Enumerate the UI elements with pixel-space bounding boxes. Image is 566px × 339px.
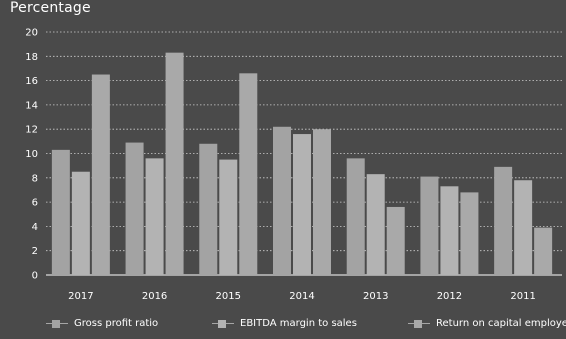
y-tick-label: 6 bbox=[32, 198, 38, 209]
bar-2016-series-1 bbox=[125, 142, 144, 275]
x-tick-label: 2017 bbox=[68, 291, 93, 302]
legend-label: EBITDA margin to sales bbox=[240, 318, 357, 329]
x-tick-label: 2015 bbox=[216, 291, 241, 302]
y-tick-label: 0 bbox=[32, 271, 38, 282]
bar-2011-series-1 bbox=[494, 166, 513, 275]
x-tick-label: 2012 bbox=[437, 291, 462, 302]
bar-2017-series-2 bbox=[71, 171, 90, 275]
legend-swatch-icon bbox=[46, 319, 68, 329]
legend: Gross profit ratio EBITDA margin to sale… bbox=[0, 318, 566, 338]
bar-2013-series-3 bbox=[386, 206, 405, 275]
legend-label: Gross profit ratio bbox=[74, 318, 159, 329]
bar-2015-series-3 bbox=[239, 73, 258, 275]
bar-2012-series-1 bbox=[420, 176, 439, 275]
bar-2015-series-1 bbox=[199, 143, 218, 275]
bar-2014-series-3 bbox=[313, 129, 331, 275]
y-tick-labels: 0 2 4 6 8 10 12 14 16 18 20 bbox=[25, 28, 38, 282]
legend-label: Return on capital employed bbox=[436, 318, 566, 329]
legend-item-gross-profit-ratio: Gross profit ratio bbox=[46, 318, 158, 329]
bar-2016-series-2 bbox=[145, 158, 164, 275]
bar-2017-series-3 bbox=[91, 74, 110, 276]
bar-2017-series-1 bbox=[51, 149, 70, 275]
bar-2014-series-2 bbox=[293, 134, 311, 275]
legend-item-ebitda-margin: EBITDA margin to sales bbox=[212, 318, 357, 329]
y-tick-label: 10 bbox=[25, 149, 38, 160]
bar-2016-series-3 bbox=[165, 52, 184, 275]
legend-swatch-icon bbox=[212, 319, 234, 329]
y-tick-label: 4 bbox=[32, 222, 38, 233]
bar-2014-series-1 bbox=[273, 126, 291, 276]
x-tick-label: 2013 bbox=[363, 291, 388, 302]
y-tick-label: 14 bbox=[25, 100, 38, 111]
y-tick-label: 18 bbox=[25, 52, 38, 63]
bar-2011-series-3 bbox=[534, 227, 553, 275]
bar-2012-series-3 bbox=[460, 192, 479, 275]
y-tick-label: 2 bbox=[32, 246, 38, 257]
y-axis-title: Percentage bbox=[10, 0, 91, 16]
x-tick-label: 2014 bbox=[289, 291, 314, 302]
bar-2015-series-2 bbox=[219, 159, 238, 275]
bar-2013-series-1 bbox=[346, 158, 365, 275]
y-tick-label: 16 bbox=[25, 76, 38, 87]
bar-2011-series-2 bbox=[514, 180, 533, 275]
y-tick-label: 8 bbox=[32, 173, 38, 184]
x-tick-label: 2016 bbox=[142, 291, 167, 302]
legend-swatch-icon bbox=[408, 319, 430, 329]
y-tick-label: 20 bbox=[25, 28, 38, 39]
bars bbox=[51, 52, 553, 276]
y-tick-label: 12 bbox=[25, 125, 38, 136]
bar-2013-series-2 bbox=[366, 174, 385, 275]
x-tick-labels: 2017 2016 2015 2014 2013 2012 2011 bbox=[68, 291, 536, 302]
x-tick-label: 2011 bbox=[510, 291, 535, 302]
legend-item-return-on-capital: Return on capital employed bbox=[408, 318, 566, 329]
bar-2012-series-2 bbox=[440, 186, 459, 275]
